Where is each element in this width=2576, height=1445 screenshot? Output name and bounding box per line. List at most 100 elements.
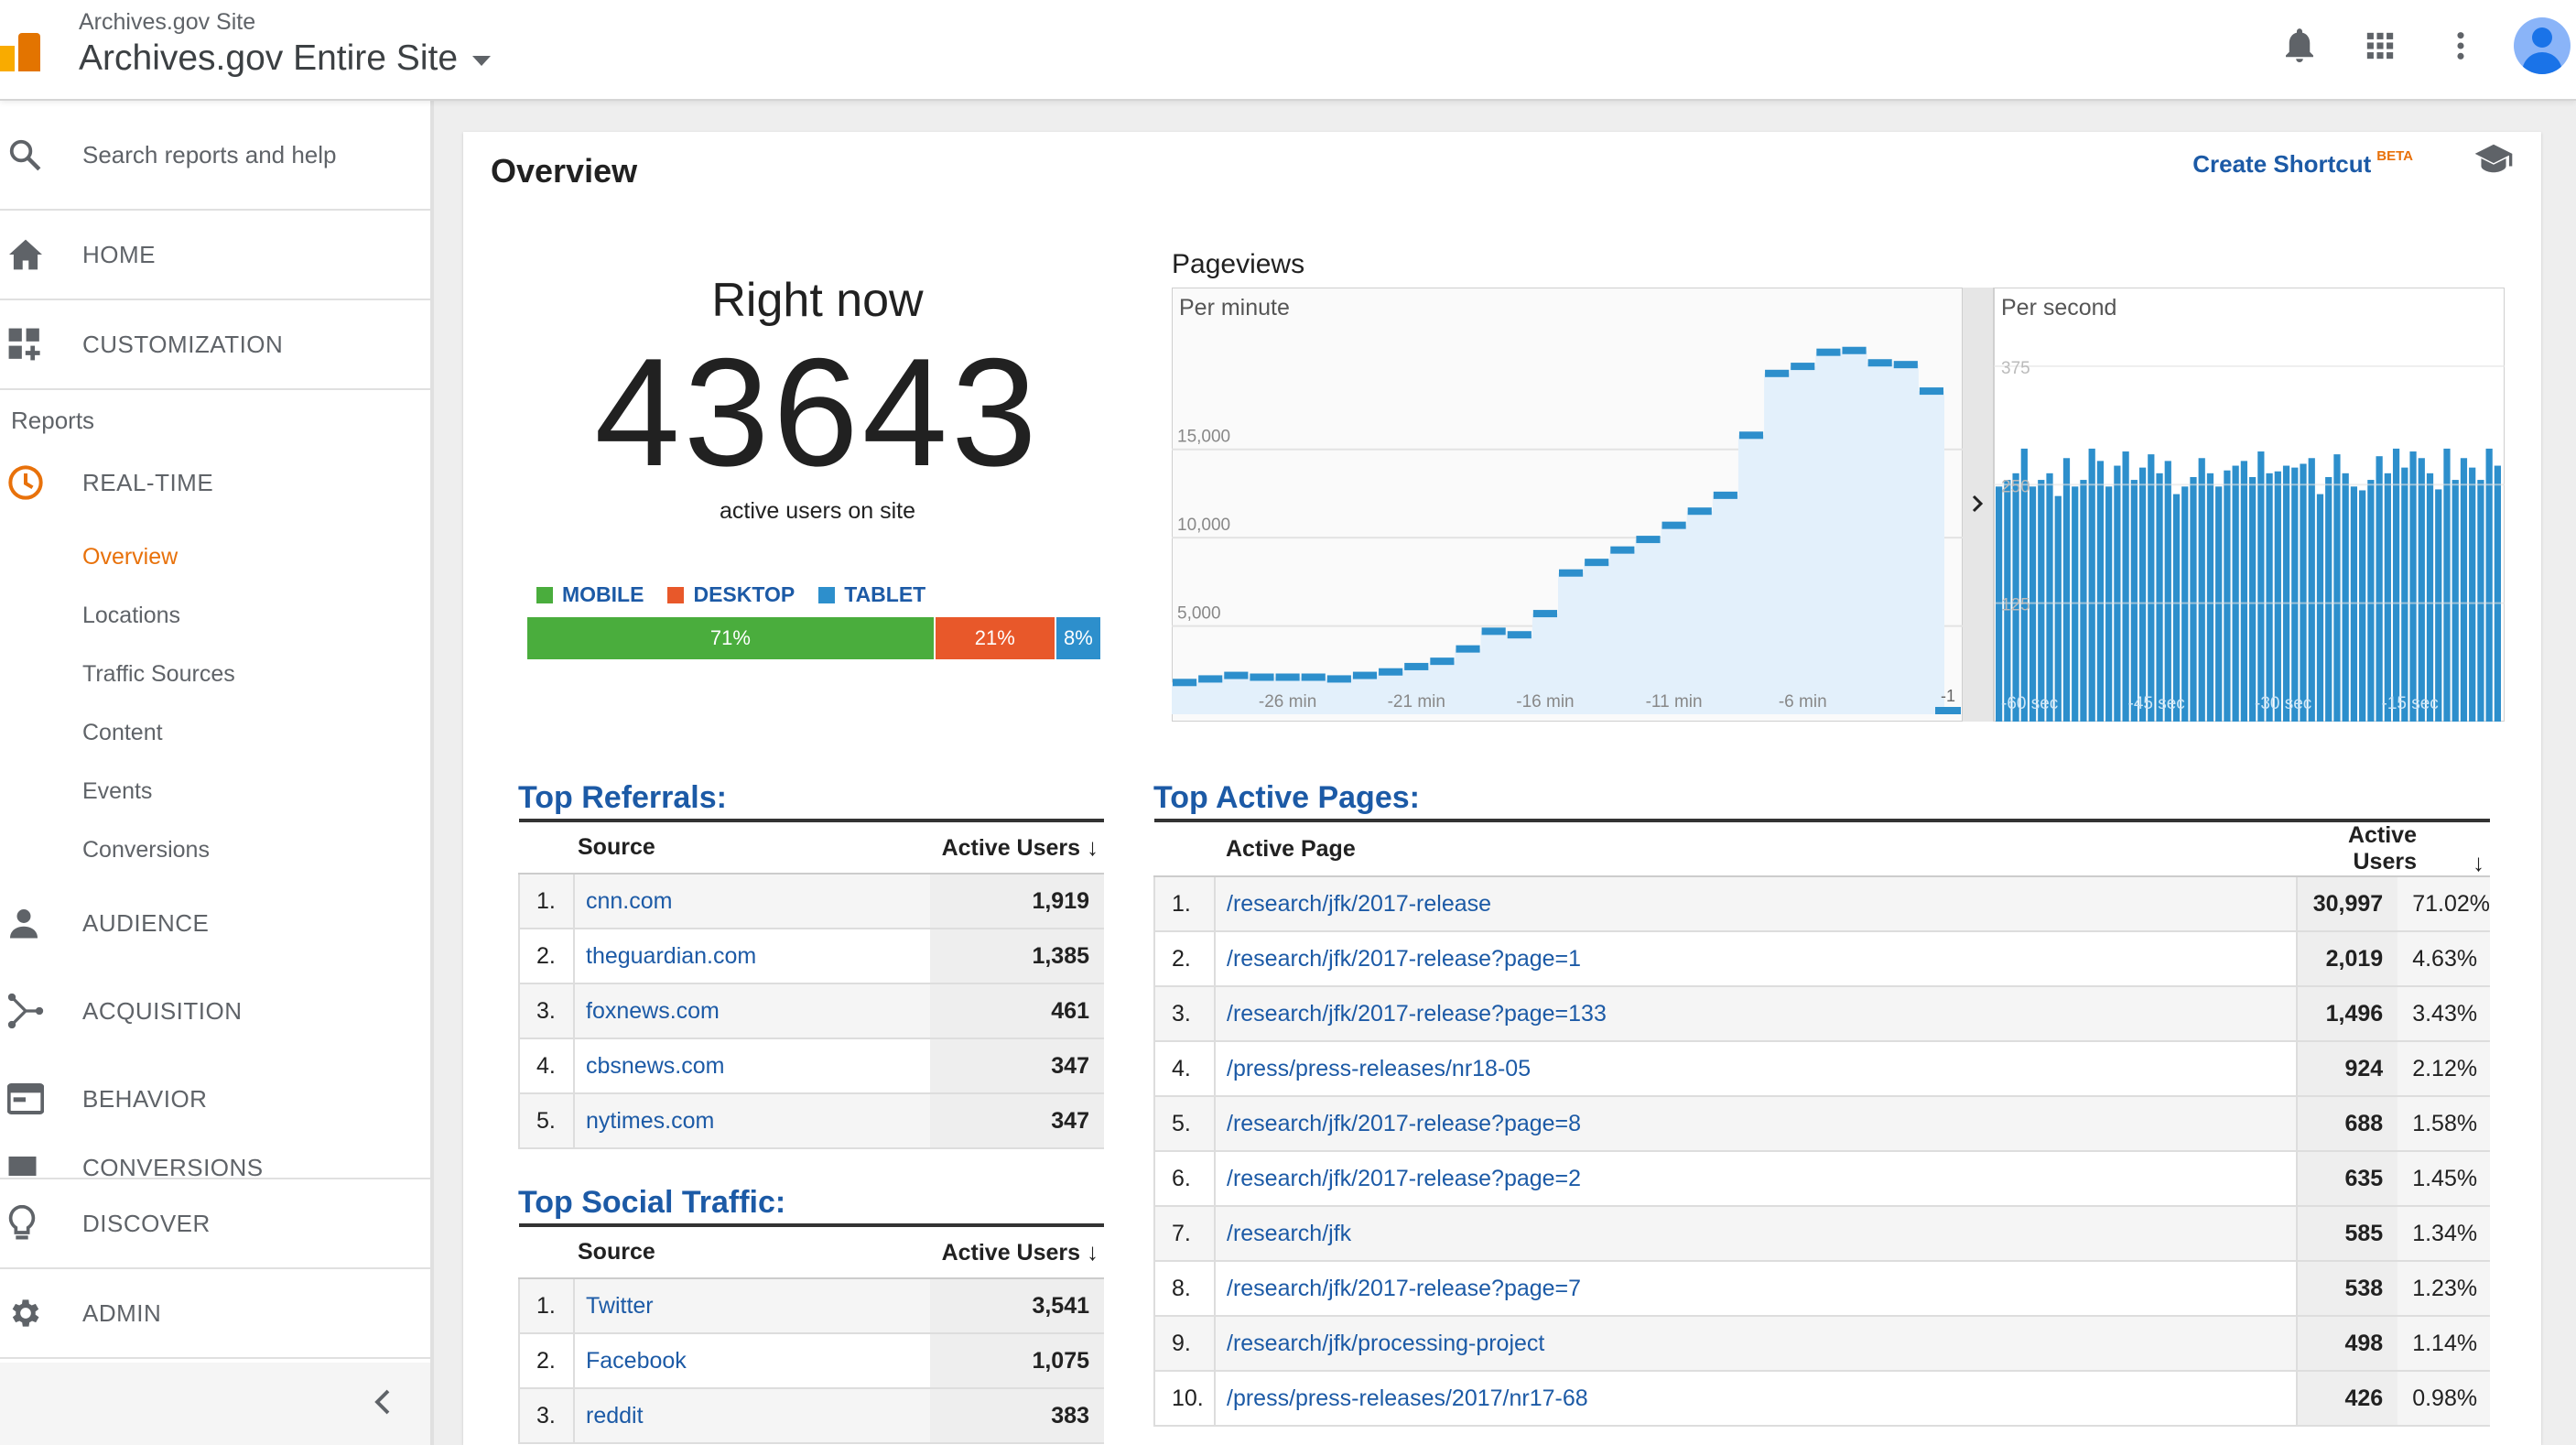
more-vert-icon[interactable] — [2420, 0, 2501, 92]
search-input[interactable]: Search reports and help — [82, 140, 337, 168]
col-active-users[interactable]: Active Users ↓ — [930, 819, 1104, 875]
source-link[interactable]: nytimes.com — [574, 1093, 930, 1149]
property-name: Archives.gov Entire Site — [79, 38, 459, 78]
per-second-bar — [2181, 486, 2189, 722]
x-tick-label: -21 min — [1388, 692, 1445, 712]
page-link[interactable]: /research/jfk/2017-release?page=133 — [1215, 986, 2298, 1042]
sidebar-item-admin[interactable]: ADMIN — [0, 1269, 430, 1359]
active-users-value: 347 — [930, 1038, 1104, 1094]
page-link[interactable]: /research/jfk/processing-project — [1215, 1316, 2298, 1372]
active-users-value: 30,997 — [2296, 876, 2398, 932]
sidebar-item-home[interactable]: HOME — [0, 211, 430, 300]
collapse-sidebar-icon[interactable] — [373, 1388, 392, 1420]
top-social-table: Source Active Users ↓ 1. Twitter 3,541 2. Fa… — [518, 1223, 1104, 1444]
clock-icon — [0, 464, 82, 501]
per-second-bar — [2122, 451, 2129, 722]
sidebar-item-conversions[interactable]: CONVERSIONS — [0, 1143, 430, 1179]
sidebar-item-audience[interactable]: AUDIENCE — [0, 879, 430, 967]
per-minute-label: Per minute — [1179, 295, 1290, 321]
row-rank: 3. — [518, 983, 575, 1039]
active-users-value: 498 — [2296, 1316, 2398, 1372]
lightbulb-icon — [0, 1205, 82, 1242]
analytics-logo-icon[interactable] — [0, 26, 42, 71]
notifications-bell-icon[interactable] — [2259, 0, 2340, 92]
user-avatar[interactable] — [2514, 17, 2571, 74]
sidebar-item-behavior[interactable]: BEHAVIOR — [0, 1055, 430, 1143]
sidebar-subitem-events[interactable]: Events — [82, 777, 153, 804]
active-users-percent: 4.63% — [2397, 931, 2490, 987]
sidebar-subitem-content[interactable]: Content — [82, 719, 163, 745]
col-active-users[interactable]: Active Users ↓ — [2297, 819, 2490, 877]
per-second-bar — [2105, 486, 2113, 722]
source-link[interactable]: cnn.com — [574, 874, 930, 929]
apps-grid-icon[interactable] — [2340, 0, 2420, 92]
page-link[interactable]: /research/jfk/2017-release?page=2 — [1215, 1151, 2298, 1207]
per-second-bar — [2130, 480, 2138, 722]
col-source[interactable]: Source — [574, 1223, 930, 1279]
row-rank: 10. — [1153, 1371, 1216, 1427]
per-second-chart: Per second 125 250 375 -60 sec -45 sec -30 sec… — [1993, 288, 2505, 722]
page-link[interactable]: /research/jfk/2017-release — [1215, 876, 2298, 932]
per-second-bar — [2080, 480, 2087, 722]
sidebar-item-discover[interactable]: DISCOVER — [0, 1179, 430, 1269]
page-link[interactable]: /press/press-releases/nr18-05 — [1215, 1041, 2298, 1097]
page-link[interactable]: /research/jfk/2017-release?page=8 — [1215, 1096, 2298, 1152]
top-pages-title: Top Active Pages: — [1153, 780, 1420, 815]
per-minute-step — [1791, 363, 1815, 371]
per-second-bar — [2485, 448, 2493, 722]
chart-expand-arrow-icon — [1972, 494, 1984, 513]
page-link[interactable]: /research/jfk/2017-release?page=7 — [1215, 1261, 2298, 1317]
active-users-value: 1,496 — [2296, 986, 2398, 1042]
sidebar-subitem-locations[interactable]: Locations — [82, 602, 181, 628]
per-second-bar — [2088, 448, 2095, 722]
sidebar-item-realtime[interactable]: REAL-TIME — [0, 447, 430, 518]
source-link[interactable]: Twitter — [574, 1278, 930, 1334]
source-link[interactable]: foxnews.com — [574, 983, 930, 1039]
per-second-bar — [2300, 463, 2307, 722]
per-second-bar — [2164, 461, 2171, 722]
per-second-bar — [2342, 473, 2349, 722]
source-link[interactable]: Facebook — [574, 1333, 930, 1389]
sidebar: Search reports and help HOME CUSTOMIZATI… — [0, 101, 434, 1445]
col-source[interactable]: Source — [574, 819, 930, 875]
sidebar-subitem-overview[interactable]: Overview — [82, 543, 179, 570]
row-rank: 4. — [518, 1038, 575, 1094]
sidebar-subitem-traffic-sources[interactable]: Traffic Sources — [82, 660, 235, 687]
sort-desc-icon: ↓ — [1087, 833, 1099, 861]
x-tick-label: -11 min — [1646, 692, 1703, 712]
top-social-title: Top Social Traffic: — [518, 1185, 786, 1220]
active-users-count: 43643 — [594, 326, 1041, 498]
sidebar-footer — [0, 1363, 430, 1445]
per-second-bar — [2477, 480, 2484, 722]
per-second-bar — [2392, 448, 2400, 722]
page-link[interactable]: /research/jfk — [1215, 1206, 2298, 1262]
per-second-bar — [2426, 473, 2434, 722]
source-link[interactable]: reddit — [574, 1388, 930, 1444]
graduation-cap-icon[interactable] — [2473, 143, 2514, 179]
page-link[interactable]: /research/jfk/2017-release?page=1 — [1215, 931, 2298, 987]
sidebar-search[interactable]: Search reports and help — [0, 101, 430, 211]
per-minute-step — [1610, 546, 1635, 554]
x-tick-label: -15 sec — [2382, 694, 2439, 713]
per-minute-step — [1816, 348, 1841, 356]
sidebar-subitem-conversions[interactable]: Conversions — [82, 836, 210, 863]
sidebar-item-acquisition[interactable]: ACQUISITION — [0, 967, 430, 1055]
source-link[interactable]: cbsnews.com — [574, 1038, 930, 1094]
col-active-users[interactable]: Active Users ↓ — [930, 1223, 1104, 1279]
source-link[interactable]: theguardian.com — [574, 929, 930, 984]
create-shortcut-button[interactable]: Create Shortcut BETA — [2192, 148, 2413, 179]
property-selector[interactable]: Archives.gov Entire Site — [79, 38, 492, 79]
col-active-page[interactable]: Active Page — [1215, 819, 2298, 877]
row-rank: 6. — [1153, 1151, 1216, 1207]
active-users-percent: 0.98% — [2397, 1371, 2490, 1427]
per-minute-step — [1275, 673, 1300, 681]
per-minute-step — [1687, 507, 1712, 516]
sidebar-item-customization[interactable]: CUSTOMIZATION — [0, 300, 430, 390]
page-link[interactable]: /press/press-releases/2017/nr17-68 — [1215, 1371, 2298, 1427]
per-second-bar — [2333, 454, 2341, 722]
per-second-bar — [2316, 494, 2324, 722]
per-minute-step — [1250, 673, 1274, 681]
per-second-bar — [2494, 465, 2501, 722]
sidebar-item-label: HOME — [82, 240, 156, 268]
per-second-bar — [2443, 448, 2451, 722]
